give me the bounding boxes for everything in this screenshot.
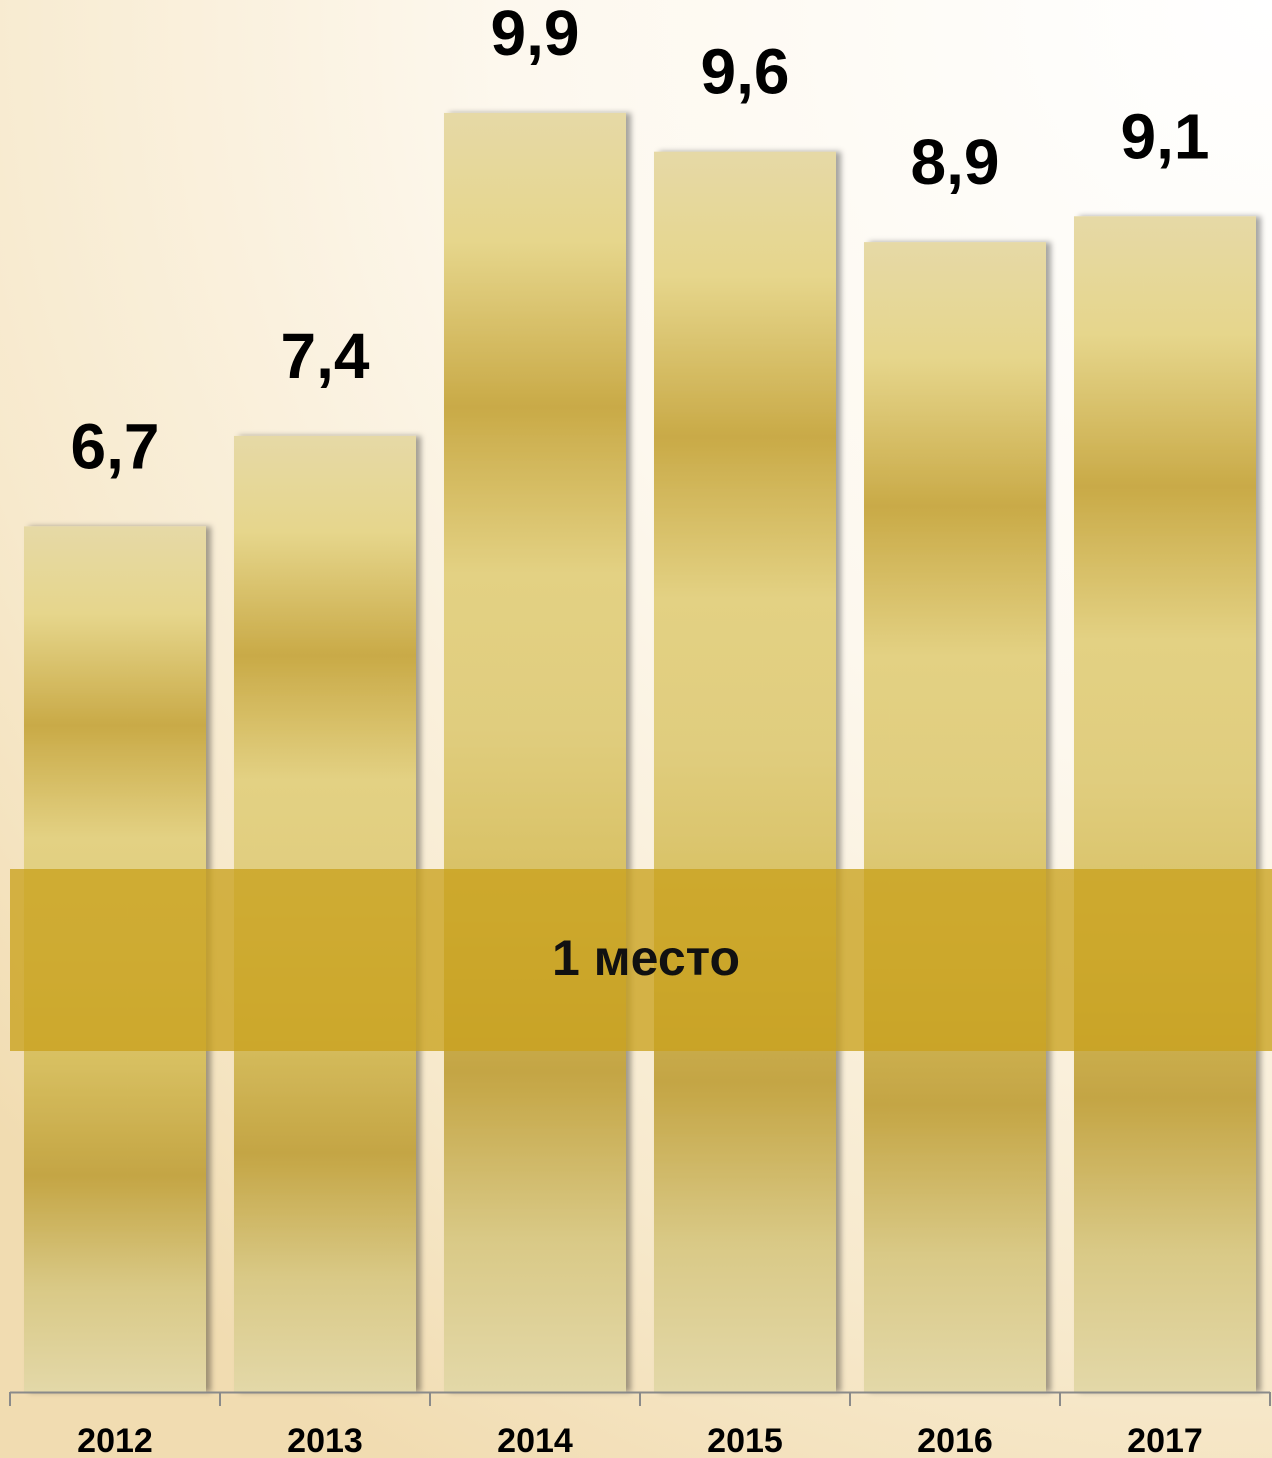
value-label-2014: 9,9 (491, 0, 580, 69)
ranking-annotation: 1 место (552, 930, 740, 986)
x-axis (9, 1391, 1271, 1406)
bar-2015 (654, 151, 836, 1393)
bar-2014 (444, 112, 626, 1392)
value-label-2012: 6,7 (71, 410, 160, 482)
category-label-2017: 2017 (1127, 1422, 1203, 1458)
value-label-2017: 9,1 (1121, 100, 1210, 172)
category-label-2013: 2013 (287, 1422, 363, 1458)
value-label-2016: 8,9 (911, 126, 1000, 198)
category-label-2014: 2014 (497, 1422, 573, 1458)
category-label-2012: 2012 (77, 1422, 153, 1458)
category-label-2016: 2016 (917, 1422, 993, 1458)
value-label-2013: 7,4 (281, 320, 370, 392)
bars-group (24, 112, 1256, 1393)
ranking-band: 1 место (10, 869, 1272, 1051)
category-labels-group: 2012 2013 2014 2015 2016 2017 (77, 1422, 1203, 1458)
value-labels-group: 6,7 7,4 9,9 9,6 8,9 9,1 (71, 0, 1210, 482)
value-label-2015: 9,6 (701, 36, 790, 108)
category-label-2015: 2015 (707, 1422, 783, 1458)
bar-2016 (864, 242, 1046, 1392)
bar-2017 (1074, 216, 1256, 1392)
ranking-band-background (10, 869, 1272, 1051)
